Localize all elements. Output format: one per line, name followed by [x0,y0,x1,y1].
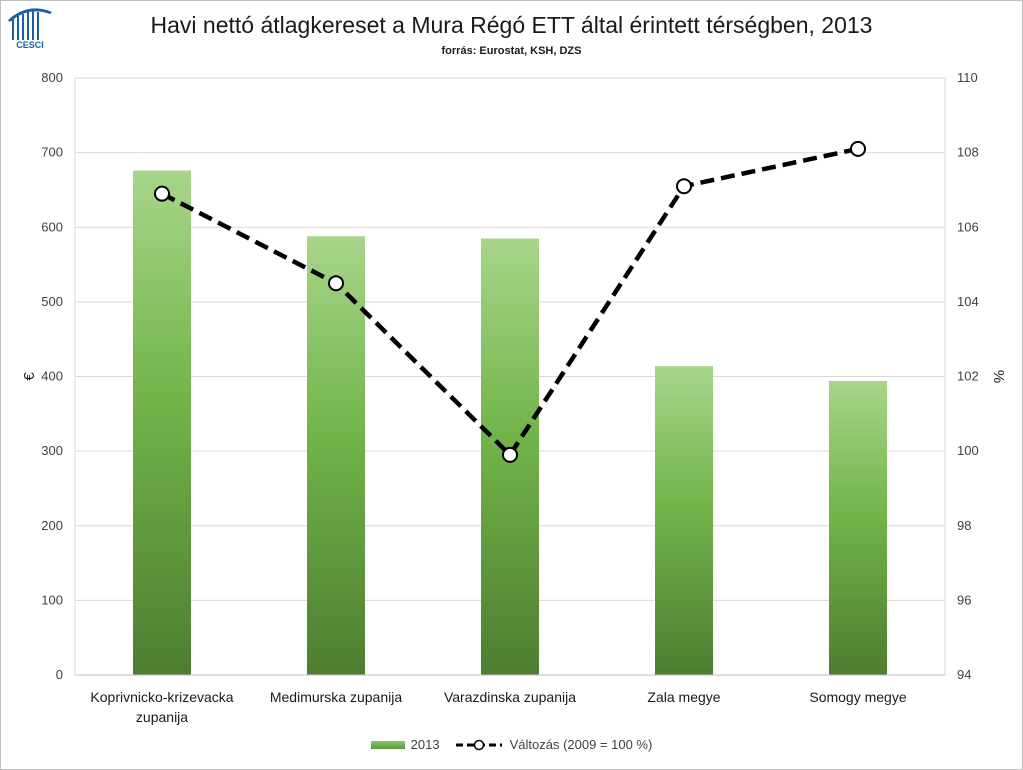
y-left-tick-label: 100 [41,592,63,607]
y-right-tick-label: 110 [957,70,978,85]
bar [829,380,887,675]
bar-series [133,170,887,675]
legend-label-bars: 2013 [410,737,440,752]
cesci-logo: CESCI [8,8,52,50]
bar [133,170,191,675]
legend-item-line: Változás (2009 = 100 %) [454,737,653,752]
line-point [850,140,866,157]
bar [655,366,713,675]
bar [307,236,365,675]
y-left-tick-label: 500 [41,294,63,309]
y-left-tick-label: 600 [41,219,63,234]
y-right-tick-label: 104 [957,294,979,309]
y-right-tick-label: 98 [957,518,971,533]
x-tick-label: Zala megye [647,689,720,705]
y-right-tick-label: 94 [957,667,971,682]
y-right-tick-label: 108 [957,145,979,160]
legend-label-line: Változás (2009 = 100 %) [509,737,653,752]
y-left-tick-label: 700 [41,145,63,160]
x-tick-label: Somogy megye [809,689,906,705]
y-right-tick-label: 100 [957,443,979,458]
y-left-tick-label: 0 [56,667,63,682]
line-point [328,275,344,292]
axes: 0 100 200 300 400 500 600 700 800 94 96 98 100 102 104… [21,70,1007,725]
y-left-tick-label: 800 [41,70,63,85]
y-left-tick-label: 400 [41,369,63,384]
svg-text:CESCI: CESCI [16,40,44,50]
line-point [154,185,170,202]
change-line [160,146,859,458]
combo-chart: 0 100 200 300 400 500 600 700 800 94 96 98 100 102 104… [21,70,1007,725]
y-right-tick-label: 106 [957,219,979,234]
legend: 2013 Változás (2009 = 100 %) [0,737,1023,752]
y-left-tick-label: 300 [41,443,63,458]
y-right-tick-label: 96 [957,592,971,607]
legend-bar-swatch [370,740,405,749]
line-point [502,446,518,463]
x-tick-label: Varazdinska zupanija [444,689,576,705]
chart-title: Havi nettó átlagkereset a Mura Régó ETT … [150,12,873,38]
line-point [676,178,692,195]
y-left-axis-label: € [21,372,38,381]
legend-line-swatch [455,739,502,750]
y-left-tick-label: 200 [41,518,63,533]
y-right-tick-label: 102 [957,369,979,384]
legend-item-bars: 2013 [370,737,440,752]
chart-subtitle: forrás: Eurostat, KSH, DZS [441,45,582,57]
line-series [154,140,866,463]
y-right-axis-label: % [990,370,1007,383]
x-tick-label: Koprivnicko-krizevacka zupanija [90,689,233,725]
x-tick-label: Medimurska zupanija [270,689,402,705]
